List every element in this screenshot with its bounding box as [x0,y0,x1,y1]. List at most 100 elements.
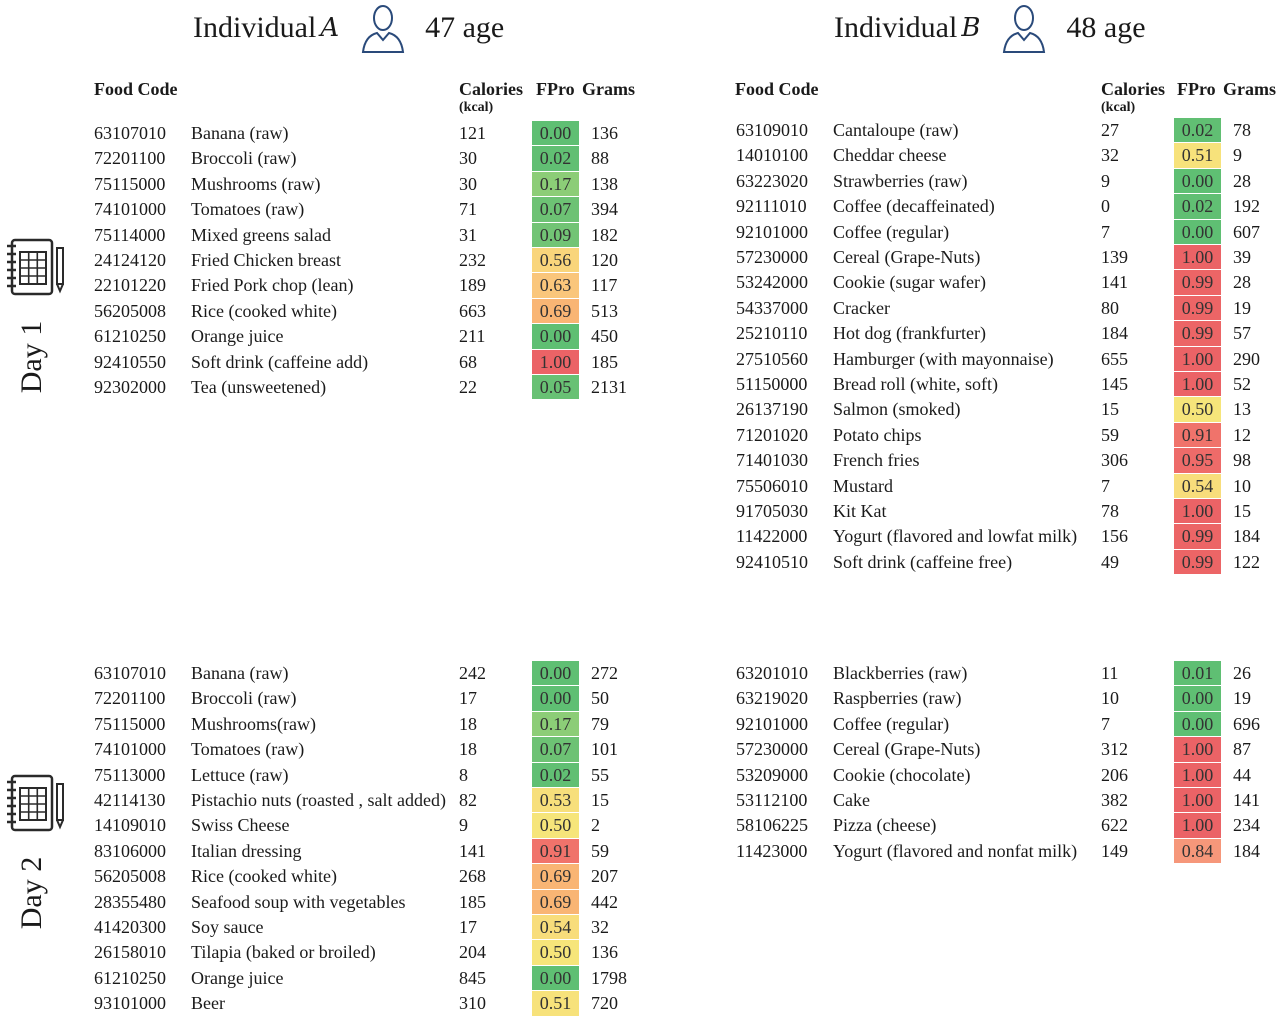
food-name-cell: Tomatoes (raw) [191,199,305,220]
fpro-cell: 0.51 [532,991,579,1017]
food-name-cell: Soy sauce [191,917,264,937]
grams-cell: 2131 [591,377,627,397]
grams-cell: 207 [591,866,618,887]
grams-cell: 39 [1233,247,1251,267]
fpro-cell: 1.00 [1174,245,1221,271]
food-name-cell: Kit Kat [833,501,887,521]
food-name-cell: Soft drink (caffeine free) [833,551,1013,572]
col-header-food-code: Food Code [735,79,819,99]
calories-cell: 10 [1101,688,1119,709]
calories-cell: 268 [459,866,486,887]
food-name-cell: Fried Chicken breast [191,250,341,270]
grams-cell: 13 [1233,399,1251,420]
grams-cell: 101 [591,739,618,760]
fpro-cell: 0.54 [1174,473,1221,499]
fpro-cell: 0.99 [1174,524,1221,550]
food-code-cell: 51150000 [736,374,808,394]
calories-cell: 80 [1101,297,1119,318]
food-name-cell: Yogurt (flavored and lowfat milk) [833,526,1078,547]
food-code-cell: 14109010 [94,815,166,836]
col-header-calories: Calories (kcal) [1101,79,1165,117]
calories-cell: 306 [1101,450,1128,471]
grams-cell: 12 [1233,424,1251,445]
grams-cell: 55 [591,764,609,785]
calories-cell: 121 [459,123,486,143]
food-code-cell: 63219020 [736,688,808,709]
grams-cell: 184 [1233,840,1260,861]
col-header-calories: Calories (kcal) [459,79,523,117]
grams-cell: 79 [591,713,609,734]
grams-cell: 2 [591,815,600,836]
food-name-cell: Rice (cooked white) [191,866,337,887]
food-code-cell: 11422000 [736,526,808,547]
calories-cell: 17 [459,917,477,937]
fpro-cell: 0.99 [1174,549,1221,576]
food-name-cell: Blackberries (raw) [833,663,968,683]
food-code-cell: 72201100 [94,688,166,709]
grams-cell: 450 [591,326,618,347]
fpro-cell: 0.02 [1174,194,1221,220]
calories-cell: 82 [459,790,477,810]
grams-cell: 185 [591,351,618,372]
food-code-cell: 26137190 [736,399,808,420]
food-code-cell: 61210250 [94,326,166,347]
fpro-cell: 1.00 [1174,813,1221,839]
calories-cell: 15 [1101,399,1119,420]
food-code-cell: 41420300 [94,917,166,937]
food-name-cell: Fried Pork chop (lean) [191,275,354,296]
food-name-cell: Mixed greens salad [191,224,331,245]
fpro-cell: 0.84 [1174,838,1221,865]
food-code-cell: 57230000 [736,247,808,267]
individual-b-age: 48 age [1066,11,1146,44]
food-code-cell: 93101000 [94,993,166,1014]
fpro-cell: 0.05 [532,375,579,401]
food-code-cell: 92302000 [94,377,166,397]
calories-cell: 663 [459,300,486,321]
food-name-cell: Coffee (decaffeinated) [833,196,995,217]
food-code-cell: 72201100 [94,148,166,169]
grams-cell: 9 [1233,145,1242,166]
food-code-cell: 91705030 [736,501,808,521]
calories-cell: 59 [1101,424,1119,445]
calories-cell: 141 [1101,272,1128,293]
grams-cell: 141 [1233,790,1260,810]
grams-cell: 117 [591,275,618,296]
food-code-cell: 11423000 [736,840,808,861]
col-header-food-code: Food Code [94,79,178,99]
calories-cell: 0 [1101,196,1110,217]
calories-cell: 68 [459,351,477,372]
grams-cell: 15 [591,790,609,810]
calories-cell: 17 [459,688,477,709]
fpro-cell: 0.50 [532,940,579,966]
fpro-cell: 0.51 [1174,143,1221,169]
fpro-cell: 1.00 [1174,762,1221,788]
calories-cell: 232 [459,250,486,270]
food-code-cell: 22101220 [94,275,166,296]
calories-cell: 845 [459,967,486,988]
food-code-cell: 92101000 [736,713,808,734]
grams-cell: 15 [1233,501,1251,521]
col-header-calories-label: Calories [1101,79,1165,99]
food-name-cell: Tomatoes (raw) [191,739,305,760]
food-code-cell: 27510560 [736,348,808,369]
food-code-cell: 56205008 [94,300,166,321]
calories-cell: 189 [459,275,486,296]
calories-cell: 185 [459,891,486,912]
fpro-cell: 0.00 [1174,686,1221,712]
fpro-cell: 0.69 [532,889,579,915]
fpro-cell: 1.00 [1174,346,1221,372]
food-name-cell: Broccoli (raw) [191,688,297,709]
fpro-cell: 0.09 [532,222,579,248]
grams-cell: 136 [591,942,618,963]
food-name-cell: Italian dressing [191,840,302,861]
notebook-grid-icon [7,774,64,832]
food-name-cell: Coffee (regular) [833,221,950,242]
fpro-cell: 0.00 [1174,168,1221,195]
calories-cell: 312 [1101,739,1128,760]
food-code-cell: 71201020 [736,424,808,445]
food-code-cell: 63109010 [736,120,808,140]
calories-cell: 149 [1101,840,1128,861]
grams-cell: 57 [1233,323,1251,344]
col-header-fpro: FPro [1177,79,1216,99]
food-name-cell: Cake [833,790,870,810]
